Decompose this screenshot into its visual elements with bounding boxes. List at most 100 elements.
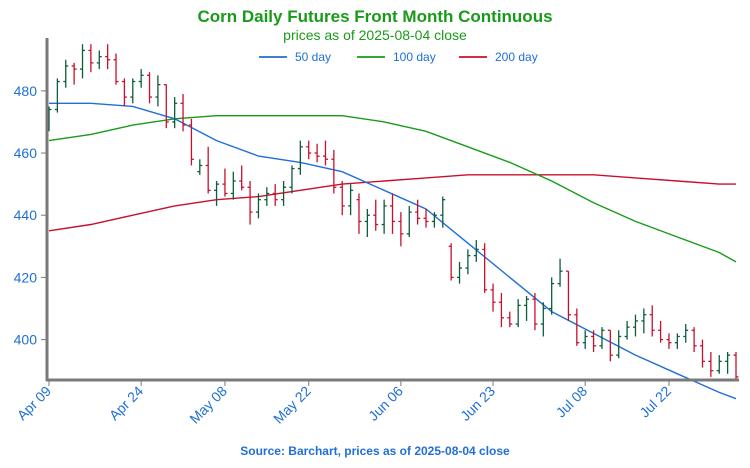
y-tick-label: 480 (14, 83, 38, 99)
ohlc-bar (616, 330, 622, 359)
ohlc-bar (239, 165, 245, 191)
ohlc-bar (465, 249, 471, 275)
ohlc-bar (549, 277, 555, 315)
x-tick-label: Apr 24 (106, 383, 147, 424)
ohlc-bar (607, 329, 613, 362)
ohlc-bar (222, 168, 228, 197)
ohlc-bar (63, 59, 69, 88)
ohlc-bar (138, 69, 144, 88)
ohlc-bar (532, 292, 538, 331)
x-tick-label: May 22 (270, 383, 314, 427)
ohlc-bar (582, 330, 588, 349)
legend-label: 50 day (295, 50, 331, 64)
ohlc-bar (214, 181, 220, 206)
chart-source: Source: Barchart, prices as of 2025-08-0… (240, 444, 510, 458)
ohlc-bar (172, 97, 178, 129)
ohlc-bar (113, 53, 119, 85)
ohlc-bar (699, 339, 705, 368)
ohlc-bar (54, 78, 60, 113)
ohlc-bar (431, 212, 437, 228)
ohlc-bar (381, 199, 387, 234)
ohlc-bar (255, 193, 261, 219)
ohlc-bar (398, 212, 404, 247)
x-tick-label: May 08 (186, 383, 230, 427)
x-tick-label: Jul 08 (553, 383, 591, 421)
moving-average-lines (48, 102, 737, 400)
ohlc-bar (423, 209, 429, 228)
ohlc-bar (356, 193, 362, 234)
x-tick-label: Jun 06 (365, 383, 406, 424)
ohlc-bar (197, 159, 203, 175)
ohlc-bar (331, 149, 337, 194)
ma-line-100-day (48, 114, 737, 263)
ohlc-bar (180, 93, 186, 132)
ohlc-bar (348, 184, 354, 216)
ohlc-bar (147, 72, 153, 104)
ohlc-bar (565, 270, 571, 321)
ohlc-bar (272, 184, 278, 206)
ohlc-bar (733, 352, 739, 380)
ohlc-bar (498, 292, 504, 328)
ohlc-bar (415, 199, 421, 225)
ohlc-bar (289, 165, 295, 194)
y-axis-ticks: 400 420 440 460 480 (14, 83, 47, 348)
x-tick-label: Apr 09 (14, 383, 55, 424)
ohlc-bar (105, 44, 111, 70)
ohlc-bar (163, 83, 169, 129)
ohlc-bar (88, 44, 94, 73)
ohlc-bar (364, 209, 370, 237)
ma-line-50-day (49, 102, 737, 400)
ohlc-bar (666, 333, 672, 349)
axes (45, 38, 739, 382)
ohlc-bar (683, 324, 689, 343)
ohlc-bar (515, 299, 521, 328)
ohlc-bar (440, 196, 446, 228)
ohlc-bar (641, 308, 647, 334)
ohlc-bar (507, 311, 513, 328)
ohlc-bar (188, 118, 194, 166)
ohlc-bar (691, 327, 697, 353)
ohlc-bar (96, 50, 102, 70)
ohlc-bar (406, 205, 412, 237)
ohlc-bar (725, 352, 731, 374)
ohlc-bar (557, 258, 563, 287)
ohlc-bar (591, 330, 597, 353)
ohlc-bar (674, 333, 680, 349)
ohlc-bar (540, 302, 546, 337)
ohlc-bar (297, 140, 303, 175)
ohlc-bar (708, 352, 714, 377)
ohlc-bar (130, 78, 136, 104)
chart-subtitle: prices as of 2025-08-04 close (283, 27, 467, 43)
ohlc-bar (121, 78, 127, 107)
ohlc-bar (155, 75, 161, 107)
ohlc-bar (390, 193, 395, 234)
legend: 50 day 100 day 200 day (259, 50, 538, 64)
ohlc-bar (524, 296, 530, 321)
ohlc-bar (649, 305, 655, 337)
ohlc-bar (457, 261, 463, 284)
ohlc-bar (373, 199, 379, 231)
ohlc-bar (306, 140, 312, 160)
ohlc-bar (80, 44, 86, 79)
ohlc-bar (632, 314, 638, 337)
ohlc-bar (624, 320, 630, 340)
ohlc-bar (716, 355, 722, 374)
ohlc-bar (230, 171, 236, 200)
ohlc-bar (71, 62, 77, 85)
ohlc-bar (314, 143, 320, 163)
ohlc-bar (339, 181, 345, 216)
x-axis-ticks: Apr 09 Apr 24 May 08 May 22 Jun 06 Jun 23 Jul … (14, 380, 674, 427)
legend-label: 200 day (495, 50, 538, 64)
y-tick-label: 440 (14, 207, 38, 223)
x-tick-label: Jun 23 (457, 383, 498, 424)
ohlc-bar (205, 146, 211, 194)
ohlc-bar (448, 243, 454, 281)
x-tick-label: Jul 22 (636, 383, 674, 421)
ohlc-bar (247, 181, 253, 225)
chart-title: Corn Daily Futures Front Month Continuou… (197, 7, 553, 26)
y-tick-label: 420 (14, 269, 38, 285)
y-tick-label: 400 (14, 332, 38, 348)
ohlc-bar (599, 327, 605, 349)
y-tick-label: 460 (14, 145, 38, 161)
